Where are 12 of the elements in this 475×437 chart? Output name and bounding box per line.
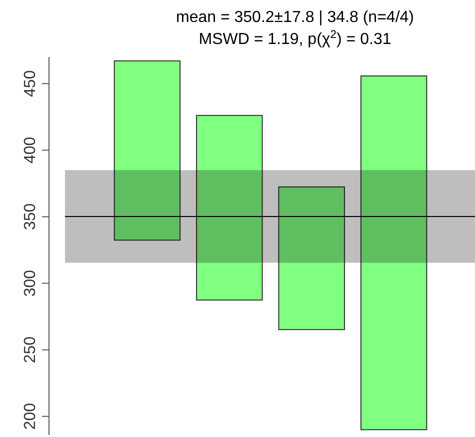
- y-tick-label: 450: [22, 70, 39, 97]
- y-tick-label: 200: [22, 402, 39, 430]
- bar: [196, 114, 263, 301]
- y-tick-label: 250: [22, 336, 39, 364]
- bar: [278, 186, 345, 330]
- y-tick-label: 350: [22, 203, 39, 230]
- y-tick-label: 300: [22, 270, 39, 297]
- bar: [114, 60, 181, 241]
- chart-subtitle: MSWD = 1.19, p(χ$^{2}$) = 0.31: [198, 29, 392, 48]
- bar: [360, 75, 428, 430]
- y-tick-label: 400: [22, 136, 39, 164]
- chart-title: mean = 350.2±17.8 | 34.8 (n=4/4): [176, 9, 414, 26]
